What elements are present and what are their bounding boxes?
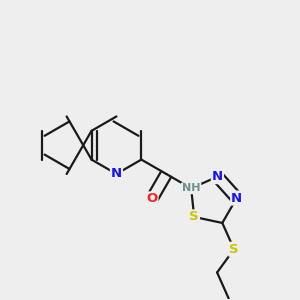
Text: N: N: [231, 191, 242, 205]
Text: O: O: [146, 192, 158, 206]
Text: S: S: [229, 243, 239, 256]
Text: N: N: [212, 170, 223, 183]
Text: S: S: [189, 211, 199, 224]
Text: NH: NH: [182, 183, 200, 194]
Text: N: N: [111, 167, 122, 181]
